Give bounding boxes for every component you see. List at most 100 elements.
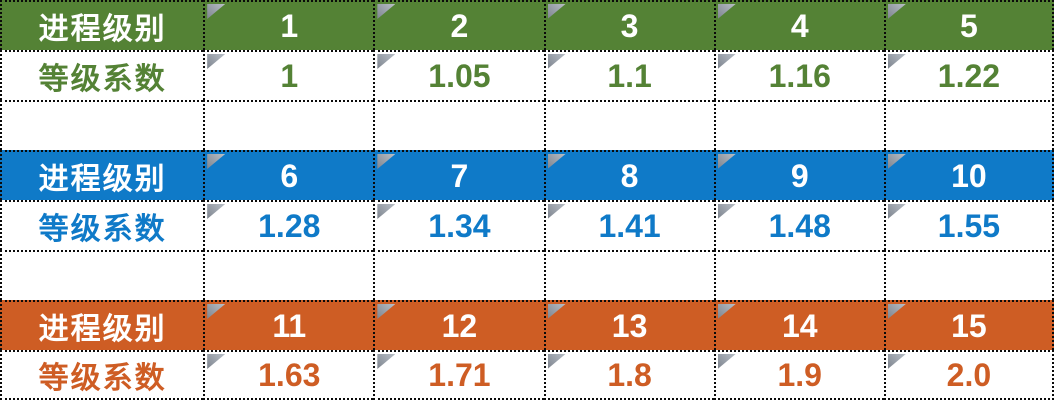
coefficient-label: 等级系数: [38, 213, 167, 246]
coefficient-value-cell[interactable]: 1.1: [543, 50, 714, 100]
coefficient-value-cell[interactable]: 1.16: [713, 50, 884, 100]
level-value-cell[interactable]: 14: [713, 300, 884, 350]
coefficient-value-cell[interactable]: 2.0: [883, 350, 1054, 400]
corner-marker-icon: [887, 4, 906, 19]
spacer-cell[interactable]: [373, 100, 544, 150]
coefficient-value-cell[interactable]: 1.71: [373, 350, 544, 400]
section-1-coefficient-row: 等级系数 1 1.05 1.1 1.16 1.22: [0, 50, 1054, 100]
coefficient-value-cell[interactable]: 1: [203, 50, 374, 100]
coefficient-label: 等级系数: [38, 63, 167, 96]
spacer-cell[interactable]: [543, 250, 714, 300]
corner-marker-icon: [207, 304, 226, 319]
coefficient-value: 1.8: [607, 356, 652, 393]
level-value-cell[interactable]: 7: [373, 150, 544, 200]
spacer-cell[interactable]: [203, 250, 374, 300]
spacer-cell[interactable]: [543, 100, 714, 150]
coefficient-value-cell[interactable]: 1.22: [883, 50, 1054, 100]
coefficient-value-cell[interactable]: 1.55: [883, 200, 1054, 250]
spacer-cell[interactable]: [373, 250, 544, 300]
coefficient-value: 1.22: [937, 57, 1001, 94]
section-2-coefficient-row: 等级系数 1.28 1.34 1.41 1.48 1.55: [0, 200, 1054, 250]
coefficient-value: 1.71: [428, 356, 491, 393]
level-value: 3: [620, 7, 639, 44]
corner-marker-icon: [547, 354, 566, 369]
coefficient-value: 1.34: [428, 207, 491, 244]
level-value: 14: [781, 307, 818, 344]
coefficient-label-cell[interactable]: 等级系数: [0, 350, 204, 400]
level-value: 2: [450, 7, 469, 44]
level-value: 10: [951, 157, 987, 194]
level-label-cell[interactable]: 进程级别: [0, 300, 204, 350]
coefficient-value-cell[interactable]: 1.63: [203, 350, 374, 400]
level-value: 6: [280, 157, 299, 194]
level-value: 4: [790, 7, 809, 44]
level-label-cell[interactable]: 进程级别: [0, 150, 204, 200]
corner-marker-icon: [377, 154, 396, 169]
corner-marker-icon: [207, 4, 226, 19]
corner-marker-icon: [377, 204, 396, 219]
level-value-cell[interactable]: 3: [543, 0, 714, 50]
corner-marker-icon: [207, 354, 226, 369]
level-value-cell[interactable]: 5: [883, 0, 1054, 50]
level-value-cell[interactable]: 11: [203, 300, 374, 350]
corner-marker-icon: [887, 304, 906, 319]
coefficient-value-cell[interactable]: 1.8: [543, 350, 714, 400]
coefficient-label-cell[interactable]: 等级系数: [0, 50, 204, 100]
section-2-level-row: 进程级别 6 7 8 9 10: [0, 150, 1054, 200]
spacer-cell[interactable]: [883, 100, 1054, 150]
level-label: 进程级别: [38, 13, 167, 46]
spacer-cell[interactable]: [713, 250, 884, 300]
corner-marker-icon: [717, 4, 736, 19]
corner-marker-icon: [887, 354, 906, 369]
coefficient-value: 1.28: [258, 207, 321, 244]
corner-marker-icon: [547, 4, 566, 19]
level-value-cell[interactable]: 13: [543, 300, 714, 350]
level-value-cell[interactable]: 8: [543, 150, 714, 200]
spacer-cell[interactable]: [203, 100, 374, 150]
coefficient-value-cell[interactable]: 1.05: [373, 50, 544, 100]
corner-marker-icon: [717, 304, 736, 319]
coefficient-value-cell[interactable]: 1.28: [203, 200, 374, 250]
coefficient-label-cell[interactable]: 等级系数: [0, 200, 204, 250]
coefficient-value: 1: [280, 57, 299, 94]
level-value-cell[interactable]: 1: [203, 0, 374, 50]
level-value-cell[interactable]: 12: [373, 300, 544, 350]
coefficient-value: 1.9: [777, 356, 822, 393]
corner-marker-icon: [377, 54, 396, 69]
level-value: 9: [790, 157, 809, 194]
corner-marker-icon: [207, 54, 226, 69]
level-value-cell[interactable]: 9: [713, 150, 884, 200]
coefficient-value-cell[interactable]: 1.41: [543, 200, 714, 250]
coefficient-value-cell[interactable]: 1.9: [713, 350, 884, 400]
level-label-cell[interactable]: 进程级别: [0, 0, 204, 50]
coefficient-value-cell[interactable]: 1.34: [373, 200, 544, 250]
spacer-row: [0, 100, 1054, 150]
corner-marker-icon: [887, 54, 906, 69]
level-value: 7: [450, 157, 469, 194]
corner-marker-icon: [887, 204, 906, 219]
coefficient-value: 1.55: [937, 207, 1001, 244]
spacer-cell[interactable]: [0, 250, 204, 300]
spacer-cell[interactable]: [0, 100, 204, 150]
corner-marker-icon: [887, 154, 906, 169]
level-value: 15: [951, 307, 987, 344]
corner-marker-icon: [717, 354, 736, 369]
coefficient-value: 2.0: [946, 356, 992, 393]
coefficient-value: 1.63: [258, 356, 321, 393]
level-value-cell[interactable]: 10: [883, 150, 1054, 200]
coefficient-value-cell[interactable]: 1.48: [713, 200, 884, 250]
level-value-cell[interactable]: 15: [883, 300, 1054, 350]
spacer-cell[interactable]: [713, 100, 884, 150]
coefficient-label: 等级系数: [38, 362, 167, 395]
corner-marker-icon: [717, 204, 736, 219]
coefficient-value: 1.48: [768, 207, 831, 244]
level-value-cell[interactable]: 6: [203, 150, 374, 200]
level-value-cell[interactable]: 4: [713, 0, 884, 50]
level-value: 12: [441, 307, 478, 344]
coefficient-value: 1.1: [607, 57, 652, 94]
coefficient-value: 1.05: [428, 57, 491, 94]
level-value: 11: [272, 307, 307, 344]
level-value-cell[interactable]: 2: [373, 0, 544, 50]
spacer-cell[interactable]: [883, 250, 1054, 300]
